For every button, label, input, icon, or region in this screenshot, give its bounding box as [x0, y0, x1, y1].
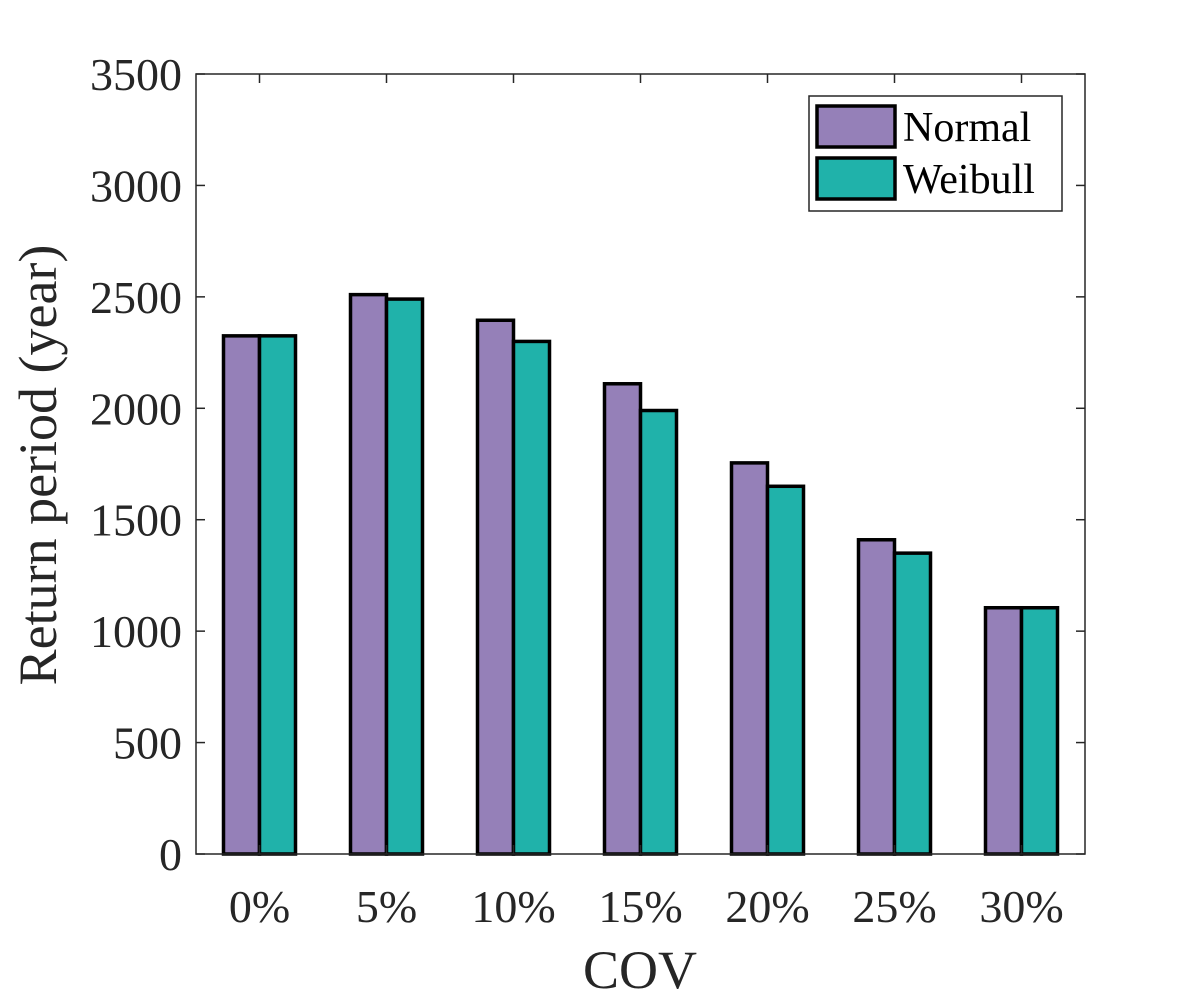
bar-normal-25pct: [856, 538, 897, 856]
bar-normal-5pct: [348, 292, 389, 856]
legend-swatch-normal: [815, 104, 897, 149]
y-ticks-group: 0 500 1000 1500 2000 2500 3000 3500: [90, 49, 1085, 880]
bar-normal-30pct: [983, 605, 1024, 856]
y-tick-label: 3000: [90, 160, 182, 211]
legend-label-weibull: Weibull: [903, 157, 1035, 203]
bar-normal-10pct: [475, 318, 516, 856]
x-tick-label: 0%: [229, 881, 290, 932]
y-tick-label: 2500: [90, 272, 182, 323]
bar-normal-0pct: [221, 334, 262, 856]
bar-weibull-15pct: [638, 408, 679, 856]
x-tick-label: 30%: [979, 881, 1063, 932]
bar-weibull-5pct: [384, 297, 425, 856]
x-tick-label: 25%: [852, 881, 936, 932]
y-tick-label: 3500: [90, 49, 182, 100]
x-tick-label: 10%: [471, 881, 555, 932]
bar-weibull-30pct: [1019, 605, 1060, 856]
y-tick-label: 0: [159, 829, 182, 880]
y-tick-label: 1000: [90, 606, 182, 657]
x-tick-label: 20%: [725, 881, 809, 932]
bars-group: [221, 292, 1060, 856]
bar-weibull-10pct: [511, 339, 552, 856]
legend-label-normal: Normal: [903, 105, 1031, 151]
y-tick-label: 1500: [90, 495, 182, 546]
bar-weibull-25pct: [892, 551, 933, 856]
legend-swatch-weibull: [815, 156, 897, 201]
bar-normal-15pct: [602, 382, 643, 856]
y-tick-label: 2000: [90, 383, 182, 434]
x-ticks-group: 0% 5% 10% 15% 20% 25% 30%: [229, 74, 1064, 932]
y-axis-title: Return period (year): [8, 245, 68, 686]
x-axis-title: COV: [583, 940, 697, 1000]
bar-normal-20pct: [729, 461, 770, 856]
y-tick-label: 500: [113, 718, 182, 769]
x-tick-label: 15%: [598, 881, 682, 932]
bar-weibull-20pct: [765, 484, 806, 856]
x-tick-label: 5%: [356, 881, 417, 932]
legend: Normal Weibull: [808, 95, 1063, 212]
bar-weibull-0pct: [257, 334, 298, 856]
